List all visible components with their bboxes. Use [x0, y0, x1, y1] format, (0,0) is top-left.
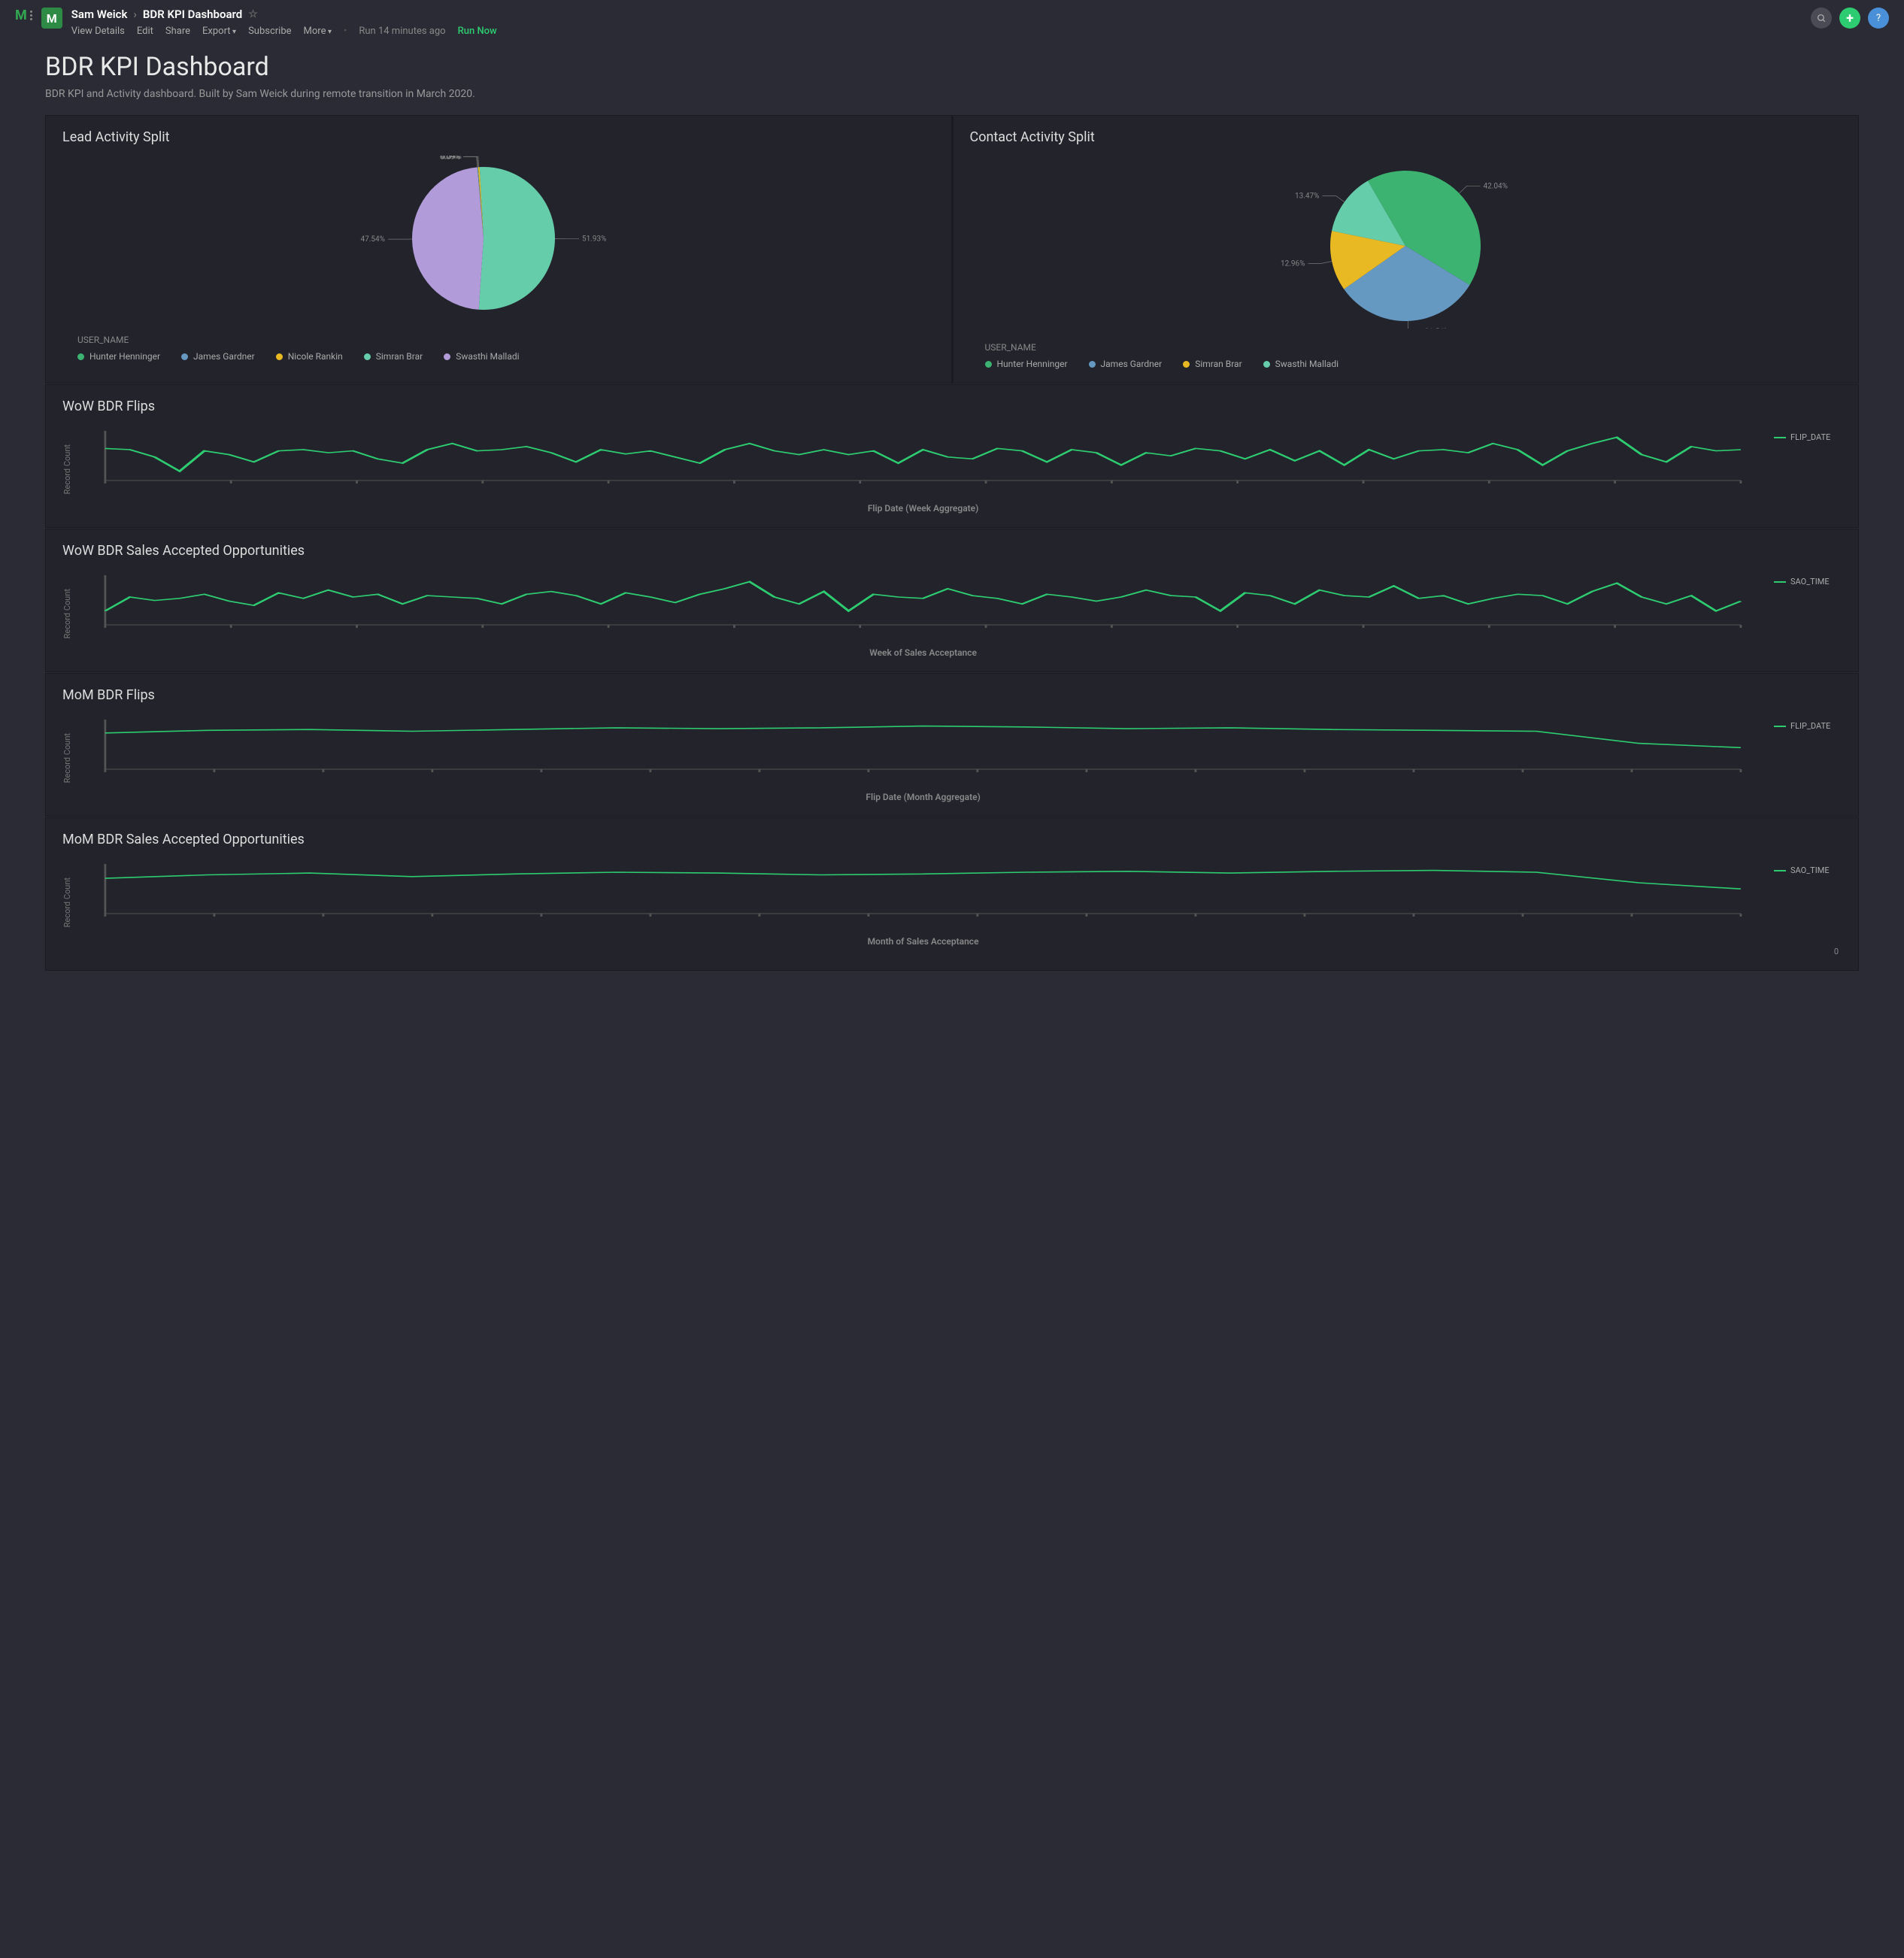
legend-item[interactable]: Hunter Henninger [985, 359, 1068, 369]
svg-text:31.54%: 31.54% [1425, 328, 1449, 329]
legend-label: James Gardner [1101, 359, 1163, 369]
breadcrumb: Sam Weick › BDR KPI Dashboard ☆ [71, 8, 1802, 21]
run-status-text: Run 14 minutes ago [359, 26, 445, 37]
contact-pie-chart[interactable]: 42.04% 31.54% 12.96% 13.47% [970, 156, 1842, 329]
y-axis-label: Record Count [62, 733, 72, 783]
extra-axis-label: 0 [62, 947, 1842, 956]
view-details-button[interactable]: View Details [71, 26, 125, 37]
svg-text:42.04%: 42.04% [1484, 182, 1508, 190]
legend-label: Hunter Henninger [997, 359, 1068, 369]
panel-title: WoW BDR Flips [62, 399, 1842, 414]
legend-label: Nicole Rankin [288, 351, 343, 362]
subscribe-button[interactable]: Subscribe [248, 26, 291, 37]
legend-item[interactable]: Swasthi Malladi [1263, 359, 1339, 369]
favorite-icon[interactable]: ☆ [248, 8, 258, 20]
lead-pie-chart[interactable]: 0.09%0.09%0.34%51.93%47.54% [62, 156, 935, 321]
svg-text:0.34%: 0.34% [441, 156, 462, 161]
chart-legend: SAO_TIME [1774, 858, 1842, 947]
panel-title: Lead Activity Split [62, 129, 935, 145]
legend-dot-icon [1183, 361, 1190, 368]
page-header: BDR KPI Dashboard BDR KPI and Activity d… [0, 44, 1904, 115]
legend-item[interactable]: James Gardner [181, 351, 255, 362]
contact-legend: USER_NAME Hunter Henninger James Gardner S… [970, 342, 1842, 369]
chart-legend: FLIP_DATE [1774, 714, 1842, 802]
logo-m-icon: M [15, 8, 27, 23]
legend-dot-icon [1263, 361, 1270, 368]
legend-dot-icon [985, 361, 992, 368]
panel-title: WoW BDR Sales Accepted Opportunities [62, 543, 1842, 559]
svg-text:47.54%: 47.54% [360, 235, 384, 244]
page-title: BDR KPI Dashboard [45, 52, 1859, 82]
contact-activity-panel: Contact Activity Split 42.04% 31.54% 12.96… [953, 115, 1860, 383]
edit-button[interactable]: Edit [137, 26, 153, 37]
lead-legend: USER_NAME Hunter Henninger James Gardner N… [62, 335, 935, 362]
svg-text:51.93%: 51.93% [582, 235, 606, 244]
wow-flips-panel: WoW BDR Flips Record Count Flip Date (We… [45, 384, 1859, 528]
breadcrumb-separator: › [133, 8, 137, 21]
help-button[interactable]: ? [1868, 8, 1889, 29]
top-actions: + ? [1811, 8, 1889, 29]
page-description: BDR KPI and Activity dashboard. Built by… [45, 88, 1859, 100]
chart-legend: SAO_TIME [1774, 569, 1842, 658]
toolbar: View Details Edit Share Export Subscribe… [71, 26, 1802, 37]
export-dropdown[interactable]: Export [202, 26, 236, 37]
x-axis-label: Flip Date (Month Aggregate) [84, 792, 1762, 802]
panel-title: MoM BDR Sales Accepted Opportunities [62, 832, 1842, 847]
x-axis-label: Flip Date (Week Aggregate) [84, 503, 1762, 514]
legend-title: USER_NAME [77, 335, 935, 345]
legend-dot-icon [77, 353, 84, 360]
legend-label: Swasthi Malladi [1275, 359, 1339, 369]
legend-item[interactable]: Swasthi Malladi [444, 351, 519, 362]
toolbar-separator: • [344, 26, 347, 37]
run-now-button[interactable]: Run Now [458, 26, 497, 37]
legend-label: Simran Brar [376, 351, 423, 362]
legend-label: James Gardner [193, 351, 255, 362]
legend-label: Swasthi Malladi [456, 351, 519, 362]
legend-item[interactable]: Nicole Rankin [276, 351, 343, 362]
legend-item[interactable]: Hunter Henninger [77, 351, 160, 362]
panel-title: Contact Activity Split [970, 129, 1842, 145]
create-button[interactable]: + [1839, 8, 1860, 29]
legend-item[interactable]: Simran Brar [1183, 359, 1242, 369]
svg-text:12.96%: 12.96% [1281, 259, 1305, 268]
y-axis-label: Record Count [62, 877, 72, 927]
wow-flips-chart[interactable] [84, 425, 1762, 493]
svg-text:13.47%: 13.47% [1295, 192, 1319, 200]
mom-sao-panel: MoM BDR Sales Accepted Opportunities Rec… [45, 817, 1859, 971]
legend-dot-icon [444, 353, 450, 360]
x-axis-label: Week of Sales Acceptance [84, 647, 1762, 658]
mom-flips-panel: MoM BDR Flips Record Count Flip Date (Mo… [45, 673, 1859, 817]
chart-legend: FLIP_DATE [1774, 425, 1842, 514]
lead-activity-panel: Lead Activity Split 0.09%0.09%0.34%51.93… [45, 115, 952, 383]
legend-dot-icon [181, 353, 188, 360]
logo-menu-icon [30, 11, 32, 20]
top-bar: M M Sam Weick › BDR KPI Dashboard ☆ View… [0, 0, 1904, 44]
breadcrumb-owner[interactable]: Sam Weick [71, 8, 128, 21]
legend-dot-icon [1089, 361, 1096, 368]
more-dropdown[interactable]: More [304, 26, 332, 37]
wow-sao-panel: WoW BDR Sales Accepted Opportunities Rec… [45, 529, 1859, 672]
legend-dot-icon [364, 353, 371, 360]
legend-item[interactable]: Simran Brar [364, 351, 423, 362]
panel-title: MoM BDR Flips [62, 687, 1842, 703]
collection-icon[interactable]: M [41, 8, 62, 29]
search-button[interactable] [1811, 8, 1832, 29]
search-icon [1817, 14, 1827, 23]
legend-dot-icon [276, 353, 283, 360]
mom-sao-chart[interactable] [84, 858, 1762, 926]
dashboard-grid: Lead Activity Split 0.09%0.09%0.34%51.93… [0, 115, 1904, 1002]
breadcrumb-title[interactable]: BDR KPI Dashboard [143, 8, 242, 21]
legend-title: USER_NAME [985, 342, 1842, 353]
product-logo[interactable]: M [15, 8, 32, 23]
legend-label: Simran Brar [1195, 359, 1242, 369]
wow-sao-chart[interactable] [84, 569, 1762, 637]
share-button[interactable]: Share [165, 26, 190, 37]
legend-label: Hunter Henninger [89, 351, 160, 362]
x-axis-label: Month of Sales Acceptance [84, 936, 1762, 947]
y-axis-label: Record Count [62, 589, 72, 638]
legend-item[interactable]: James Gardner [1089, 359, 1163, 369]
mom-flips-chart[interactable] [84, 714, 1762, 781]
y-axis-label: Record Count [62, 444, 72, 494]
